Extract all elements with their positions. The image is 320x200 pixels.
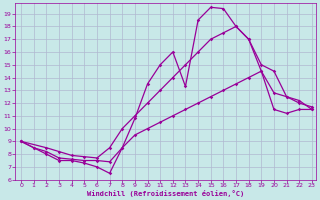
X-axis label: Windchill (Refroidissement éolien,°C): Windchill (Refroidissement éolien,°C) [87,190,244,197]
